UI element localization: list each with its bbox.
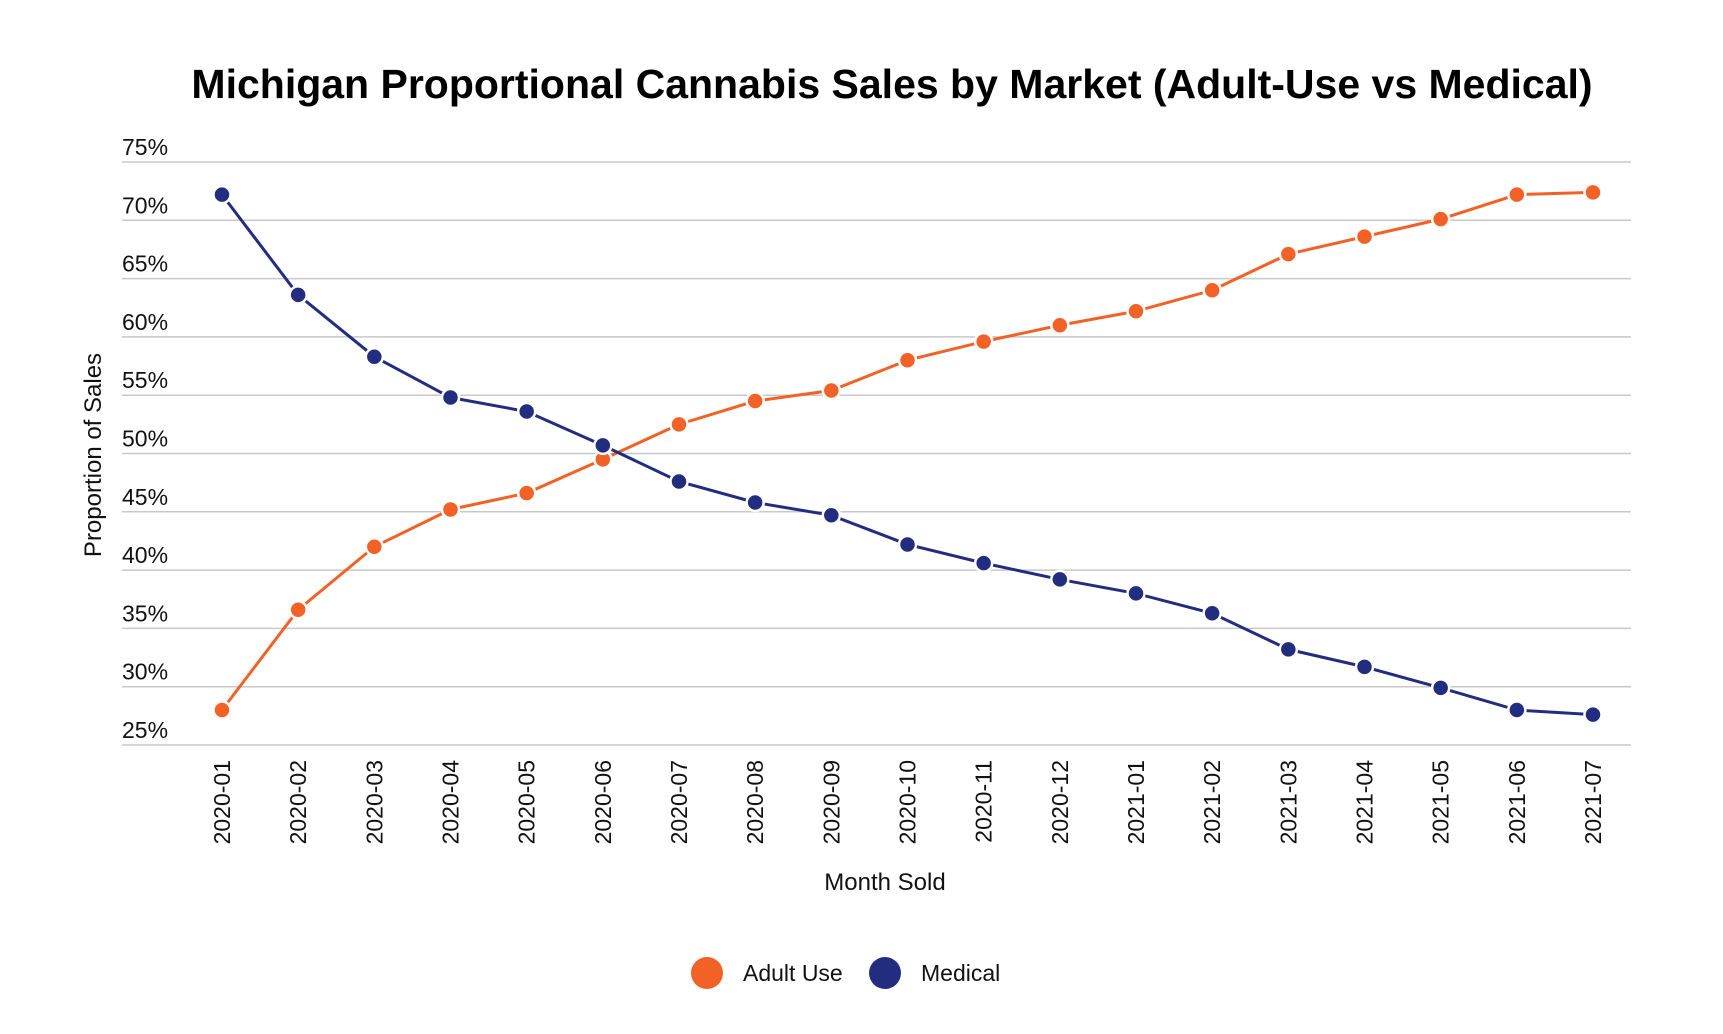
data-point bbox=[745, 492, 765, 513]
data-point bbox=[288, 285, 308, 305]
data-point bbox=[973, 553, 994, 573]
y-tick-label: 40% bbox=[122, 542, 168, 568]
x-tick-label: 2020-10 bbox=[895, 760, 921, 844]
data-point bbox=[1583, 704, 1603, 725]
chart-title: Michigan Proportional Cannabis Sales by … bbox=[191, 61, 1592, 107]
x-tick-label: 2021-06 bbox=[1504, 760, 1530, 844]
data-point bbox=[973, 331, 994, 352]
y-tick-label: 70% bbox=[122, 192, 168, 218]
x-tick-label: 2020-08 bbox=[742, 760, 768, 844]
x-tick-label: 2020-07 bbox=[666, 760, 692, 844]
data-point bbox=[364, 537, 385, 557]
data-point bbox=[1278, 244, 1299, 264]
data-point bbox=[516, 401, 537, 422]
data-point bbox=[1126, 583, 1146, 604]
data-point bbox=[1050, 315, 1070, 335]
series-line bbox=[220, 193, 1594, 717]
data-point bbox=[1583, 182, 1603, 203]
data-point bbox=[1430, 678, 1451, 698]
data-point bbox=[745, 391, 765, 411]
x-tick-label: 2021-04 bbox=[1352, 760, 1378, 845]
data-point bbox=[1202, 603, 1222, 623]
x-tick-label: 2021-05 bbox=[1428, 760, 1454, 844]
x-tick-label: 2020-06 bbox=[590, 760, 616, 844]
y-tick-label: 55% bbox=[122, 367, 168, 393]
x-tick-label: 2021-01 bbox=[1123, 760, 1149, 844]
data-point bbox=[669, 414, 689, 435]
y-tick-label: 45% bbox=[122, 484, 168, 510]
y-tick-label: 30% bbox=[122, 659, 168, 685]
x-axis-ticks: 2020-01 2020-02 2020-03 2020-04 2020-05 2020-… bbox=[209, 760, 1606, 845]
data-point bbox=[288, 599, 308, 620]
data-point bbox=[1126, 301, 1146, 321]
data-point bbox=[516, 483, 537, 503]
x-tick-label: 2020-05 bbox=[514, 760, 540, 844]
x-tick-label: 2021-02 bbox=[1199, 760, 1225, 844]
data-point bbox=[669, 471, 689, 492]
data-point bbox=[1507, 700, 1527, 720]
series-line bbox=[220, 190, 1594, 711]
data-point bbox=[1278, 639, 1299, 660]
data-point bbox=[1050, 569, 1070, 590]
data-point bbox=[212, 700, 232, 720]
x-tick-label: 2020-04 bbox=[438, 760, 464, 845]
y-axis-label: Proportion of Sales bbox=[80, 353, 107, 557]
data-point bbox=[897, 350, 918, 370]
legend: Adult Use Medical bbox=[691, 957, 1000, 989]
legend-label: Adult Use bbox=[743, 960, 843, 986]
legend-marker bbox=[869, 957, 901, 989]
series-adult-use bbox=[212, 182, 1603, 720]
x-tick-label: 2020-11 bbox=[971, 760, 997, 843]
x-tick-label: 2020-09 bbox=[818, 760, 844, 844]
data-point bbox=[821, 505, 842, 526]
x-tick-label: 2021-03 bbox=[1275, 760, 1301, 844]
legend-label: Medical bbox=[921, 960, 1000, 986]
data-point bbox=[212, 184, 232, 205]
y-tick-label: 75% bbox=[122, 134, 168, 160]
y-tick-label: 50% bbox=[122, 426, 168, 452]
y-tick-label: 65% bbox=[122, 251, 168, 277]
data-point bbox=[1354, 657, 1375, 677]
data-point bbox=[897, 534, 918, 555]
x-tick-label: 2020-01 bbox=[209, 760, 235, 844]
y-tick-label: 35% bbox=[122, 600, 168, 626]
data-point bbox=[821, 380, 842, 401]
series-group bbox=[212, 182, 1603, 725]
x-axis-label: Month Sold bbox=[824, 869, 945, 896]
y-tick-label: 25% bbox=[122, 717, 168, 743]
x-tick-label: 2020-12 bbox=[1047, 760, 1073, 844]
data-point bbox=[364, 346, 385, 367]
data-point bbox=[1354, 226, 1375, 247]
series-medical bbox=[212, 184, 1603, 725]
x-tick-label: 2020-03 bbox=[361, 760, 387, 844]
y-tick-label: 60% bbox=[122, 309, 168, 335]
gridlines bbox=[122, 161, 1631, 746]
legend-marker bbox=[691, 957, 723, 989]
x-tick-label: 2021-07 bbox=[1580, 760, 1606, 844]
data-point bbox=[440, 387, 461, 408]
x-tick-label: 2020-02 bbox=[285, 760, 311, 844]
data-point bbox=[1202, 280, 1222, 301]
data-point bbox=[440, 499, 461, 520]
data-point bbox=[593, 435, 613, 456]
y-axis-ticks: 25% 30% 35% 40% 45% 50% 55% 60% 65% 70% 75% bbox=[122, 134, 168, 743]
data-point bbox=[1430, 209, 1451, 229]
data-point bbox=[1507, 184, 1527, 205]
